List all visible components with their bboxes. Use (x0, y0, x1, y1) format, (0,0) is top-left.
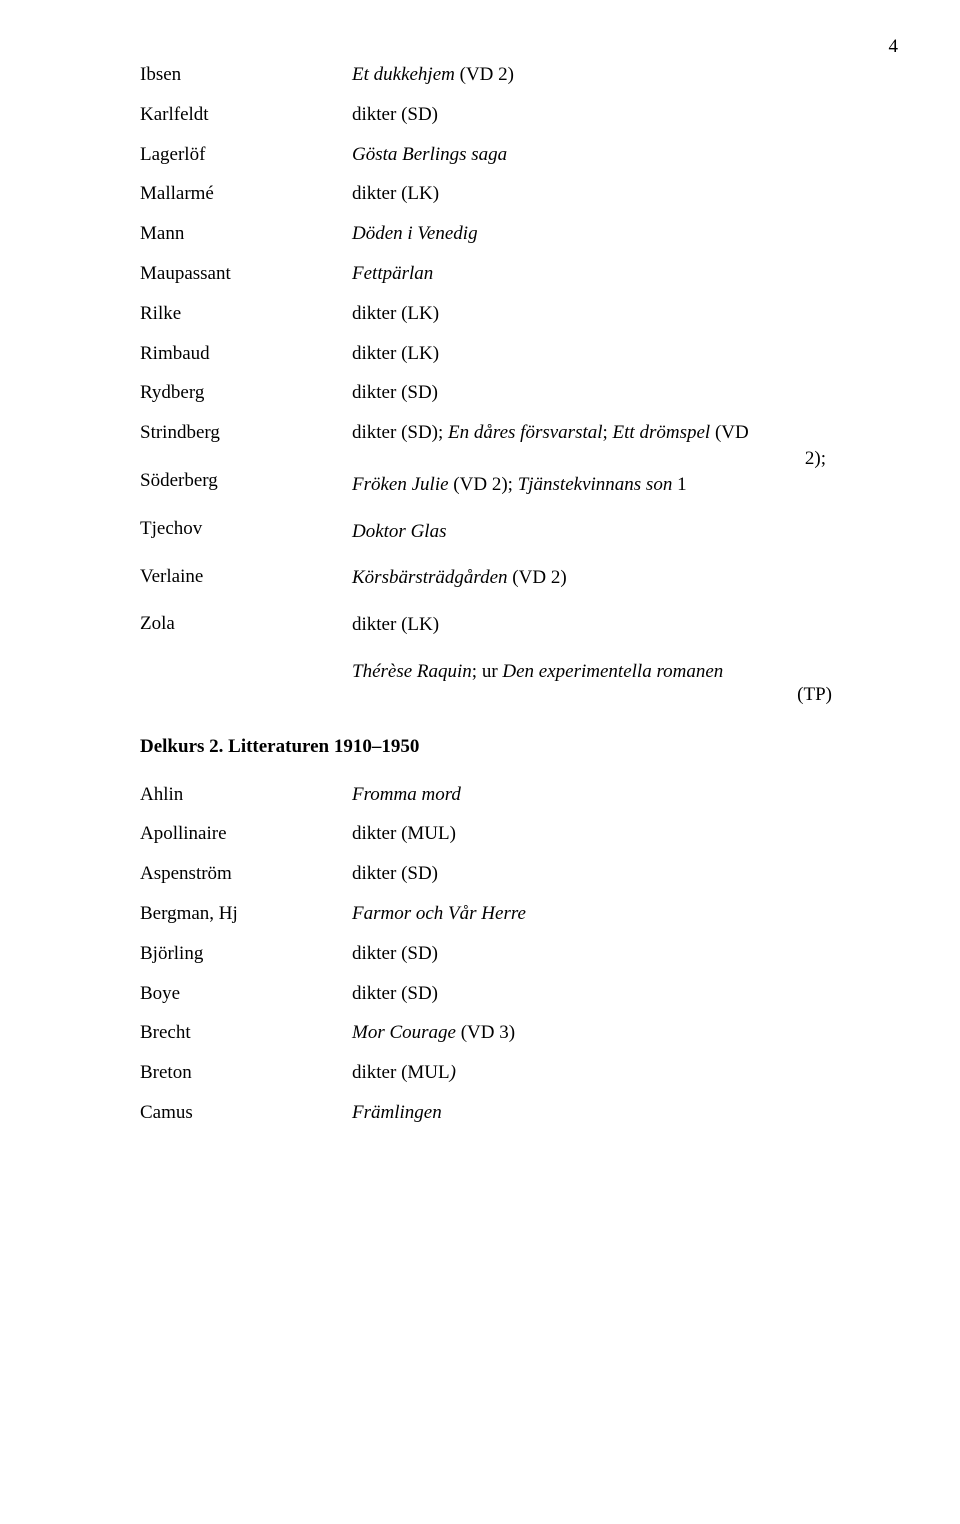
text: Den experimentella romanen (502, 661, 723, 682)
work: dikter (LK) (352, 343, 840, 366)
work: Gösta Berlings saga (352, 144, 840, 167)
author: Björling (140, 943, 352, 966)
work: dikter (SD) (352, 983, 840, 1006)
work: Mor Courage (VD 3) (352, 1022, 840, 1045)
work-line: dikter (SD); En dåres försvarstal; Ett d… (352, 422, 840, 445)
author: Rydberg (140, 382, 352, 405)
author: Aspenström (140, 863, 352, 886)
entry-row: Boye dikter (SD) (140, 983, 840, 1006)
entry-row: Björling dikter (SD) (140, 943, 840, 966)
work: dikter (LK) (352, 303, 840, 326)
work: Et dukkehjem (VD 2) (352, 64, 840, 87)
entry-row: Bergman, Hj Farmor och Vår Herre (140, 903, 840, 926)
text: Thérèse Raquin (352, 661, 472, 682)
text: Ett drömspel (613, 422, 711, 443)
entry-row: Ahlin Fromma mord (140, 784, 840, 807)
text: 1 (672, 474, 686, 495)
author: Maupassant (140, 263, 352, 286)
work: dikter (LK) (352, 183, 840, 206)
work-line: Fröken Julie (VD 2); Tjänstekvinnans son… (352, 474, 840, 497)
author: Bergman, Hj (140, 903, 352, 926)
text: En dåres försvarstal (448, 422, 602, 443)
text: (TP) (352, 684, 840, 707)
author: Ibsen (140, 64, 352, 87)
text: dikter (SD); (352, 422, 448, 443)
author: Söderberg (140, 470, 352, 493)
author: Camus (140, 1102, 352, 1125)
author: Karlfeldt (140, 104, 352, 127)
text: (VD 2); (449, 474, 518, 495)
author: Breton (140, 1062, 352, 1085)
author: Apollinaire (140, 823, 352, 846)
work-suffix: (VD 2) (455, 64, 514, 85)
author-column: Strindberg Söderberg Tjechov Verlaine Zo… (140, 422, 352, 661)
author: Brecht (140, 1022, 352, 1045)
section-1: Ibsen Et dukkehjem (VD 2) Karlfeldt dikt… (140, 64, 840, 710)
author: Zola (140, 613, 352, 636)
work-line: dikter (LK) (352, 614, 840, 637)
entry-row: Breton dikter (MUL) (140, 1062, 840, 1085)
author: Boye (140, 983, 352, 1006)
work: Fettpärlan (352, 263, 840, 286)
entry-row: Camus Främlingen (140, 1102, 840, 1125)
work-suffix: (VD 3) (456, 1022, 515, 1043)
work: dikter (SD) (352, 382, 840, 405)
text: ) (450, 1062, 456, 1083)
work: dikter (MUL) (352, 1062, 840, 1085)
work: dikter (SD) (352, 863, 840, 886)
entry-row: Ibsen Et dukkehjem (VD 2) (140, 64, 840, 87)
entry-row: Aspenström dikter (SD) (140, 863, 840, 886)
page: 4 Ibsen Et dukkehjem (VD 2) Karlfeldt di… (0, 0, 960, 1524)
entry-row: Mallarmé dikter (LK) (140, 183, 840, 206)
work-line: Doktor Glas (352, 521, 840, 544)
work-column: dikter (SD); En dåres försvarstal; Ett d… (352, 422, 840, 709)
text: ; ur (472, 661, 503, 682)
work: Fromma mord (352, 784, 840, 807)
author: Rilke (140, 303, 352, 326)
page-number: 4 (889, 36, 899, 58)
text: ; (603, 422, 613, 443)
work-line-right: 2); (352, 448, 840, 471)
section-heading: Delkurs 2. Litteraturen 1910–1950 (140, 736, 840, 758)
text: Fröken Julie (352, 474, 449, 495)
text: (VD 2) (508, 567, 567, 588)
author: Strindberg (140, 422, 352, 445)
work-title: Et dukkehjem (352, 64, 455, 85)
text: dikter (MUL (352, 1062, 450, 1083)
entry-row: Maupassant Fettpärlan (140, 263, 840, 286)
author: Lagerlöf (140, 144, 352, 167)
entry-row: Rimbaud dikter (LK) (140, 343, 840, 366)
work-line: Thérèse Raquin; ur Den experimentella ro… (352, 661, 840, 707)
entry-row: Rilke dikter (LK) (140, 303, 840, 326)
text: Tjänstekvinnans son (518, 474, 673, 495)
work: dikter (MUL) (352, 823, 840, 846)
entry-row: Karlfeldt dikter (SD) (140, 104, 840, 127)
work: dikter (SD) (352, 943, 840, 966)
author: Tjechov (140, 518, 352, 541)
text: (VD (710, 422, 749, 443)
entry-row: Lagerlöf Gösta Berlings saga (140, 144, 840, 167)
author: Mann (140, 223, 352, 246)
section-2: Ahlin Fromma mord Apollinaire dikter (MU… (140, 784, 840, 1125)
entry-row: Apollinaire dikter (MUL) (140, 823, 840, 846)
work: Farmor och Vår Herre (352, 903, 840, 926)
entry-row: Rydberg dikter (SD) (140, 382, 840, 405)
work: Främlingen (352, 1102, 840, 1125)
author: Mallarmé (140, 183, 352, 206)
text: Körsbärsträdgården (352, 567, 508, 588)
author: Ahlin (140, 784, 352, 807)
entry-row: Brecht Mor Courage (VD 3) (140, 1022, 840, 1045)
author: Verlaine (140, 566, 352, 589)
work-title: Mor Courage (352, 1022, 456, 1043)
work-line: Körsbärsträdgården (VD 2) (352, 567, 840, 590)
author: Rimbaud (140, 343, 352, 366)
work: Döden i Venedig (352, 223, 840, 246)
strindberg-block: Strindberg Söderberg Tjechov Verlaine Zo… (140, 422, 840, 709)
text: 2); (352, 448, 840, 471)
entry-row: Mann Döden i Venedig (140, 223, 840, 246)
work: dikter (SD) (352, 104, 840, 127)
